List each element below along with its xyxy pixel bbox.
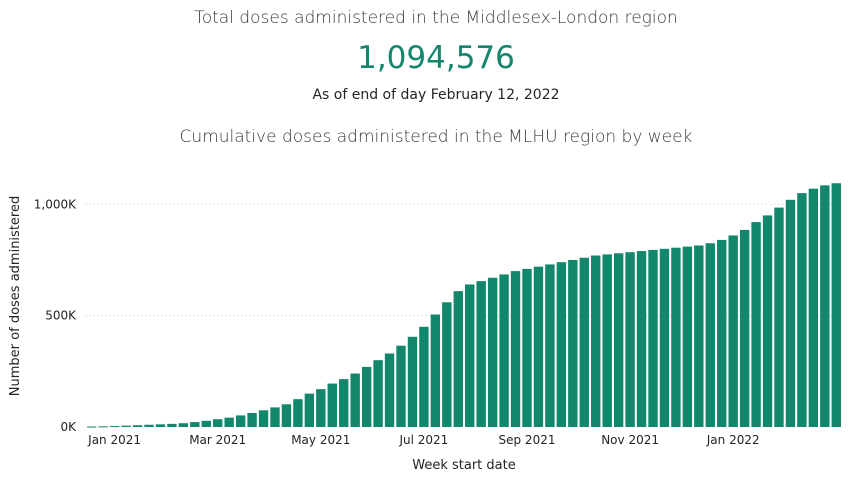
y-axis-ticks: 0K 500K 1,000K [34,197,77,434]
bar[interactable] [304,393,315,427]
bar[interactable] [476,281,486,427]
bar[interactable] [293,399,303,427]
bar[interactable] [213,419,223,427]
y-tick-label: 0K [60,420,77,434]
bar[interactable] [155,424,166,427]
bar[interactable] [396,345,406,427]
kpi-as-of-date: As of end of day February 12, 2022 [312,87,560,103]
bar[interactable] [762,215,773,427]
bar[interactable] [419,326,429,427]
bar[interactable] [659,248,670,427]
bar[interactable] [602,254,612,427]
bar[interactable] [327,383,337,427]
bar[interactable] [442,302,452,427]
kpi-value: 1,094,576 [357,40,515,76]
bar[interactable] [533,266,544,427]
bar[interactable] [682,246,693,427]
bar[interactable] [178,423,189,427]
bar[interactable] [522,268,532,427]
bar[interactable] [797,193,807,427]
bar[interactable] [190,422,200,427]
bar[interactable] [831,183,841,427]
bar[interactable] [717,239,727,427]
bar[interactable] [671,247,681,427]
bar[interactable] [751,222,761,427]
x-tick-label: Sep 2021 [499,433,556,447]
bar[interactable] [820,185,830,427]
bar[interactable] [453,291,463,427]
bar[interactable] [87,426,97,428]
bar[interactable] [728,235,738,427]
bar[interactable] [121,425,131,427]
bar[interactable] [98,426,108,428]
bar[interactable] [648,249,658,427]
bar[interactable] [785,199,796,427]
bar[interactable] [808,188,819,427]
bar[interactable] [465,284,475,427]
x-axis-title: Week start date [412,458,515,473]
bar[interactable] [316,389,326,427]
bar[interactable] [258,410,269,427]
bar[interactable] [430,314,441,427]
bar[interactable] [247,412,257,427]
bar[interactable] [694,245,704,427]
bar[interactable] [636,251,647,427]
bar[interactable] [579,257,589,427]
kpi-title: Total doses administered in the Middlese… [194,8,678,28]
bar[interactable] [132,425,143,427]
bar[interactable] [235,415,246,427]
bar[interactable] [705,243,715,427]
bar[interactable] [144,424,154,427]
bar[interactable] [487,277,498,427]
bar[interactable] [201,420,211,427]
bar[interactable] [373,360,383,427]
bar[interactable] [224,417,234,427]
x-axis-ticks: Jan 2021 Mar 2021 May 2021 Jul 2021 Sep 2021… [87,433,759,447]
bar[interactable] [545,264,555,427]
bar[interactable] [556,262,567,427]
bar[interactable] [739,229,750,427]
bar[interactable] [625,252,635,427]
x-tick-label: Jul 2021 [398,433,448,447]
bar[interactable] [109,426,120,428]
bar[interactable] [350,373,360,427]
bar[interactable] [167,423,177,427]
bar[interactable] [568,259,578,427]
bar[interactable] [361,366,372,427]
bar[interactable] [591,255,601,428]
bars [87,183,841,428]
bar[interactable] [339,379,349,427]
y-axis-title: Number of doses administered [8,196,23,396]
x-tick-label: Jan 2021 [87,433,141,447]
bar[interactable] [270,407,280,427]
bar[interactable] [510,271,521,427]
x-tick-label: May 2021 [291,433,350,447]
bar[interactable] [384,353,395,428]
bar[interactable] [774,207,784,427]
bar[interactable] [499,274,509,427]
x-tick-label: Jan 2022 [706,433,760,447]
x-tick-label: Nov 2021 [601,433,659,447]
bar[interactable] [407,336,418,427]
y-tick-label: 500K [45,309,77,323]
chart-title: Cumulative doses administered in the MLH… [179,127,693,147]
bar[interactable] [613,253,624,427]
bar[interactable] [281,404,292,427]
x-tick-label: Mar 2021 [189,433,246,447]
y-tick-label: 1,000K [34,197,77,211]
